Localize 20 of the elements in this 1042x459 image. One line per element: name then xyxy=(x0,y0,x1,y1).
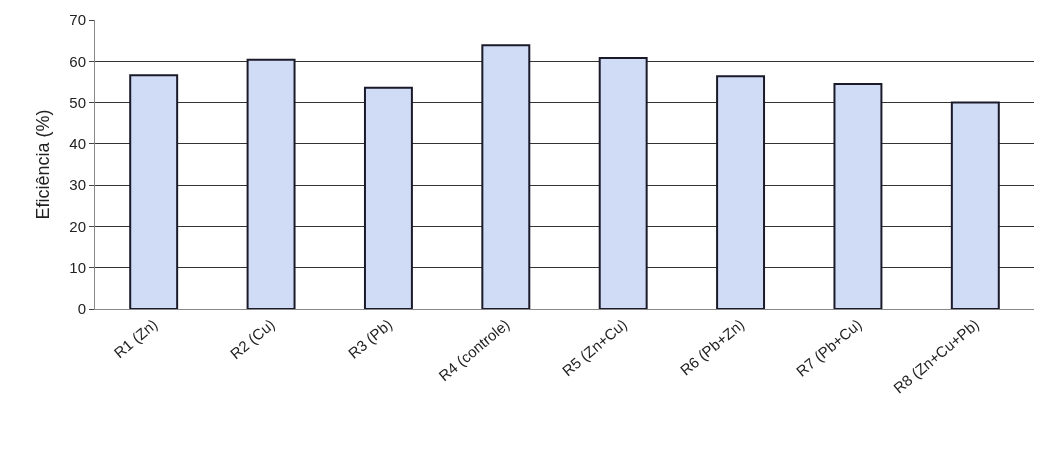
y-tick-label: 60 xyxy=(69,52,86,70)
y-tick-label: 70 xyxy=(69,11,86,29)
bar xyxy=(833,82,883,309)
y-axis-title: Eficiência (%) xyxy=(33,109,53,220)
y-tick-label: 40 xyxy=(69,135,86,153)
bar xyxy=(481,44,531,309)
bar xyxy=(716,75,766,309)
bar xyxy=(129,74,179,309)
y-tick-label: 0 xyxy=(77,300,86,318)
x-tick-label: R1 (Zn) xyxy=(110,315,161,362)
y-tick-label: 50 xyxy=(69,93,86,111)
y-tick-label: 10 xyxy=(69,258,86,276)
bar xyxy=(246,58,296,309)
bar xyxy=(950,101,1000,309)
y-tick-label: 30 xyxy=(69,176,86,194)
bar xyxy=(598,56,648,309)
x-tick-label: R3 (Pb) xyxy=(344,315,396,362)
x-tick-label: R2 (Cu) xyxy=(226,315,278,363)
bar xyxy=(363,86,413,309)
y-tick-label: 20 xyxy=(69,217,86,235)
